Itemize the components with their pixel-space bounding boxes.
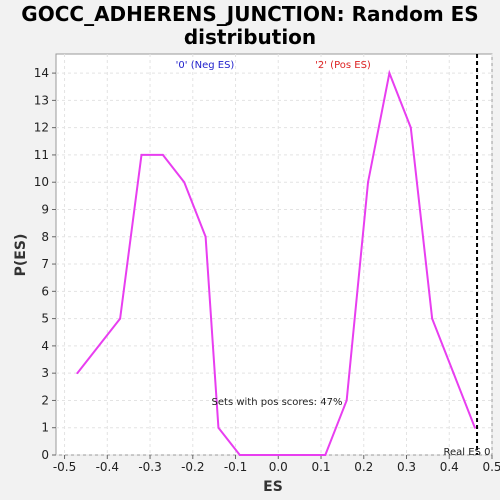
y-axis-label: P(ES): [13, 234, 29, 277]
es-data-point: [119, 317, 122, 320]
y-tick-label: 11: [34, 148, 49, 162]
y-tick-label: 13: [34, 93, 49, 107]
pos-es-label: '2' (Pos ES): [315, 60, 371, 71]
pos-fraction-annotation: Sets with pos scores: 47%: [212, 397, 343, 408]
real-es-label: Real ES 0: [444, 447, 491, 458]
x-axis-ticks: -0.5 -0.4 -0.3 -0.2 -0.1 0.0 0.1 0.2 0.3 0.4 0.5: [53, 455, 500, 474]
series-points: [76, 72, 476, 456]
chart-title-line1: GOCC_ADHERENS_JUNCTION: Random ES: [21, 2, 478, 26]
chart-title-line2: distribution: [184, 25, 316, 49]
plot-area: [55, 53, 493, 456]
es-data-point: [452, 372, 455, 375]
es-data-point: [431, 317, 434, 320]
es-data-point: [409, 126, 412, 129]
y-tick-label: 5: [41, 312, 49, 326]
y-tick-label: 0: [41, 448, 49, 462]
y-tick-label: 3: [41, 366, 49, 380]
x-tick-label: 0.5: [482, 460, 500, 474]
es-data-point: [204, 235, 207, 238]
es-data-point: [140, 153, 143, 156]
x-tick-label: -0.2: [181, 460, 204, 474]
x-tick-label: 0.3: [397, 460, 416, 474]
es-data-point: [473, 426, 476, 429]
x-tick-label: 0.0: [269, 460, 288, 474]
es-data-point: [281, 454, 284, 456]
y-tick-label: 14: [34, 66, 49, 80]
y-tick-label: 10: [34, 175, 49, 189]
es-data-point: [183, 181, 186, 184]
es-data-point: [260, 454, 263, 456]
es-data-point: [345, 399, 348, 402]
x-tick-label: -0.5: [53, 460, 76, 474]
es-data-point: [76, 372, 79, 375]
x-tick-label: -0.1: [224, 460, 247, 474]
x-axis-label: ES: [263, 479, 283, 495]
es-data-point: [217, 426, 220, 429]
y-tick-label: 7: [41, 257, 49, 271]
y-tick-label: 2: [41, 393, 49, 407]
es-data-point: [367, 181, 370, 184]
es-data-point: [238, 454, 241, 456]
x-tick-label: 0.1: [311, 460, 330, 474]
es-data-point: [324, 454, 327, 456]
y-tick-label: 8: [41, 230, 49, 244]
es-data-point: [302, 454, 305, 456]
x-tick-label: 0.4: [440, 460, 459, 474]
y-tick-label: 4: [41, 339, 49, 353]
grid-lines: [56, 54, 493, 456]
x-tick-label: -0.4: [96, 460, 119, 474]
neg-es-label: '0' (Neg ES): [176, 60, 235, 71]
y-tick-label: 6: [41, 284, 49, 298]
y-tick-label: 12: [34, 121, 49, 135]
es-data-point: [388, 72, 391, 75]
es-data-point: [161, 153, 164, 156]
y-tick-label: 1: [41, 421, 49, 435]
x-tick-label: -0.3: [138, 460, 161, 474]
x-tick-label: 0.2: [354, 460, 373, 474]
y-tick-label: 9: [41, 202, 49, 216]
